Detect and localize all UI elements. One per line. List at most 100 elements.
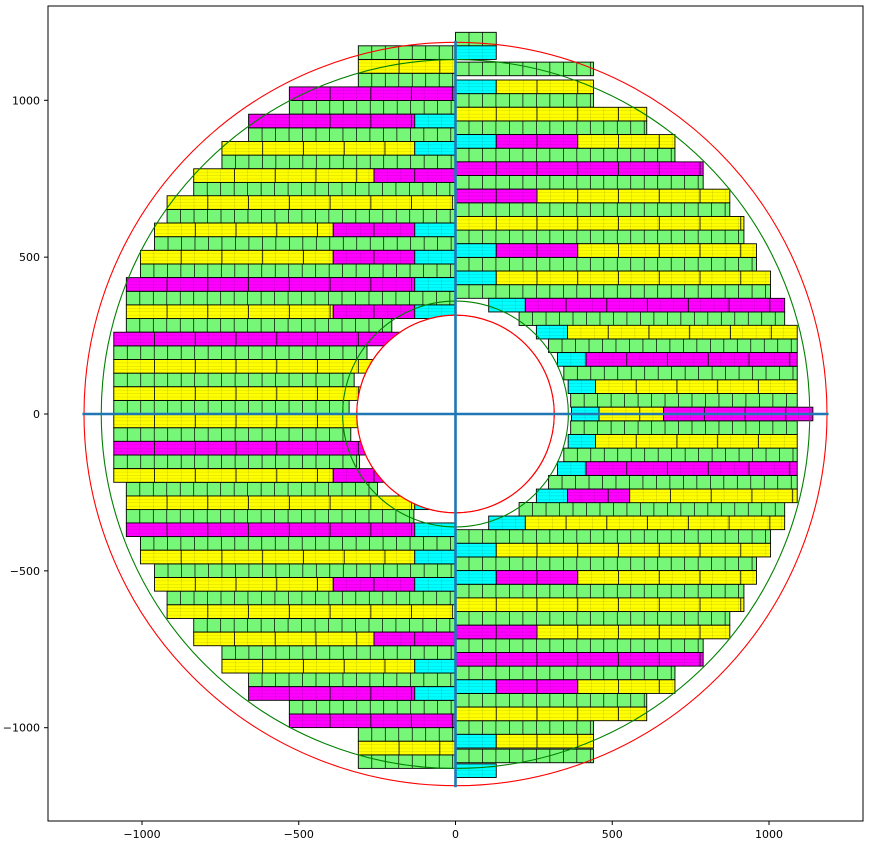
right-row-22-segment-0 <box>455 679 497 694</box>
right-green-strip-5 <box>455 229 745 245</box>
module-block <box>563 447 798 463</box>
left-green-strip-20 <box>193 618 456 633</box>
module-block <box>455 638 704 653</box>
module-block <box>357 727 456 742</box>
left-row-16-segment-0 <box>125 495 416 511</box>
right-row-10-segment-1 <box>585 352 798 367</box>
module-block <box>288 699 456 715</box>
left-row-24-segment-0 <box>288 713 456 729</box>
right-green-strip-23 <box>455 720 594 735</box>
module-block <box>495 270 772 286</box>
module-block <box>548 338 798 354</box>
left-row-10-segment-0 <box>113 331 416 347</box>
module-block <box>455 120 648 136</box>
right-green-strip-4 <box>455 202 731 217</box>
right-row-7-segment-1 <box>495 270 772 286</box>
module-block <box>288 100 456 115</box>
left-row-6-segment-2 <box>414 222 456 238</box>
axes: −1000 −500 0 500 1000 −1000 −500 0 500 1000 <box>3 94 783 841</box>
left-row-7-segment-1 <box>332 249 416 265</box>
left-row-6-segment-1 <box>332 222 416 238</box>
right-green-strip-13 <box>563 447 798 463</box>
module-block <box>357 72 456 88</box>
x-tick-label: −500 <box>284 828 314 841</box>
left-green-strip-16 <box>125 509 415 524</box>
right-row-3-segment-0 <box>455 161 704 176</box>
right-green-strip-20 <box>455 638 704 653</box>
right-row-4-segment-1 <box>536 188 731 204</box>
y-tick-label: −1000 <box>3 722 40 735</box>
right-row-9-segment-0 <box>535 324 568 340</box>
right-row-5-segment-0 <box>455 216 745 231</box>
right-row-17-segment-1 <box>495 542 772 558</box>
right-green-strip-18 <box>455 583 745 599</box>
left-green-strip-6 <box>154 236 456 251</box>
module-block <box>495 733 594 749</box>
module-block <box>536 624 731 640</box>
left-green-strip-10 <box>113 345 368 360</box>
right-row-18-segment-1 <box>495 570 579 585</box>
left-row-25-segment-0 <box>357 740 456 756</box>
left-green-strip-8 <box>125 290 456 306</box>
right-row-2-segment-2 <box>577 134 676 149</box>
module-block <box>455 147 676 163</box>
module-block <box>524 515 786 531</box>
module-block <box>563 365 798 381</box>
module-block <box>577 679 676 694</box>
module-block <box>518 311 786 326</box>
right-green-strip-8 <box>518 311 786 326</box>
right-green-strip-6 <box>455 256 757 272</box>
right-row-22-segment-2 <box>577 679 676 694</box>
right-row-0-segment-1 <box>495 79 594 95</box>
left-green-strip-15 <box>125 481 378 497</box>
module-block <box>570 393 798 408</box>
left-green-strip-22 <box>248 672 456 688</box>
left-green-strip-23 <box>288 699 456 715</box>
left-row-15-segment-0 <box>113 468 334 483</box>
left-green-strip-3 <box>221 154 456 170</box>
left-green-strip-17 <box>139 536 456 551</box>
module-block <box>113 345 368 360</box>
right-row-24-segment-1 <box>495 733 594 749</box>
left-row-17-segment-0 <box>125 522 416 538</box>
module-block <box>455 175 704 190</box>
right-green-strip-14 <box>548 474 798 490</box>
left-row-21-segment-1 <box>373 631 456 647</box>
right-extra-row-1-segment-0 <box>455 763 497 778</box>
right-green-strip-19 <box>455 611 731 626</box>
module-block <box>357 45 456 60</box>
module-block <box>113 454 360 470</box>
right-green-strip-21 <box>455 665 676 681</box>
left-row-8-segment-1 <box>414 277 456 292</box>
module-block <box>125 290 456 306</box>
module-block <box>113 372 355 388</box>
module-block <box>193 618 456 633</box>
y-tick-label: −500 <box>10 565 40 578</box>
left-green-strip-21 <box>221 645 456 660</box>
left-row-19-segment-2 <box>414 577 456 592</box>
module-block <box>125 481 378 497</box>
right-row-15-segment-1 <box>567 488 631 504</box>
right-row-16-segment-1 <box>524 515 786 531</box>
right-row-8-segment-0 <box>488 297 526 313</box>
left-row-18-segment-0 <box>139 549 416 565</box>
right-green-strip-17 <box>455 556 757 572</box>
left-row-19-segment-0 <box>154 577 334 592</box>
left-green-strip-1 <box>288 100 456 115</box>
right-row-13-segment-0 <box>567 434 596 449</box>
left-row-22-segment-1 <box>414 658 456 674</box>
left-row-2-segment-0 <box>248 113 416 129</box>
left-row-8-segment-0 <box>125 277 416 292</box>
left-green-strip-13 <box>113 427 352 442</box>
right-green-strip-cap <box>455 61 594 77</box>
left-row-7-segment-2 <box>414 249 456 265</box>
module-block <box>585 352 798 367</box>
right-row-6-segment-1 <box>495 243 579 258</box>
left-green-strip-bottom <box>357 754 456 769</box>
left-row-3-segment-1 <box>414 141 456 156</box>
module-block <box>193 181 456 197</box>
left-row-21-segment-0 <box>193 631 375 647</box>
left-row-11-segment-0 <box>113 359 416 374</box>
right-green-strip-2 <box>455 147 676 163</box>
module-block <box>455 202 731 217</box>
